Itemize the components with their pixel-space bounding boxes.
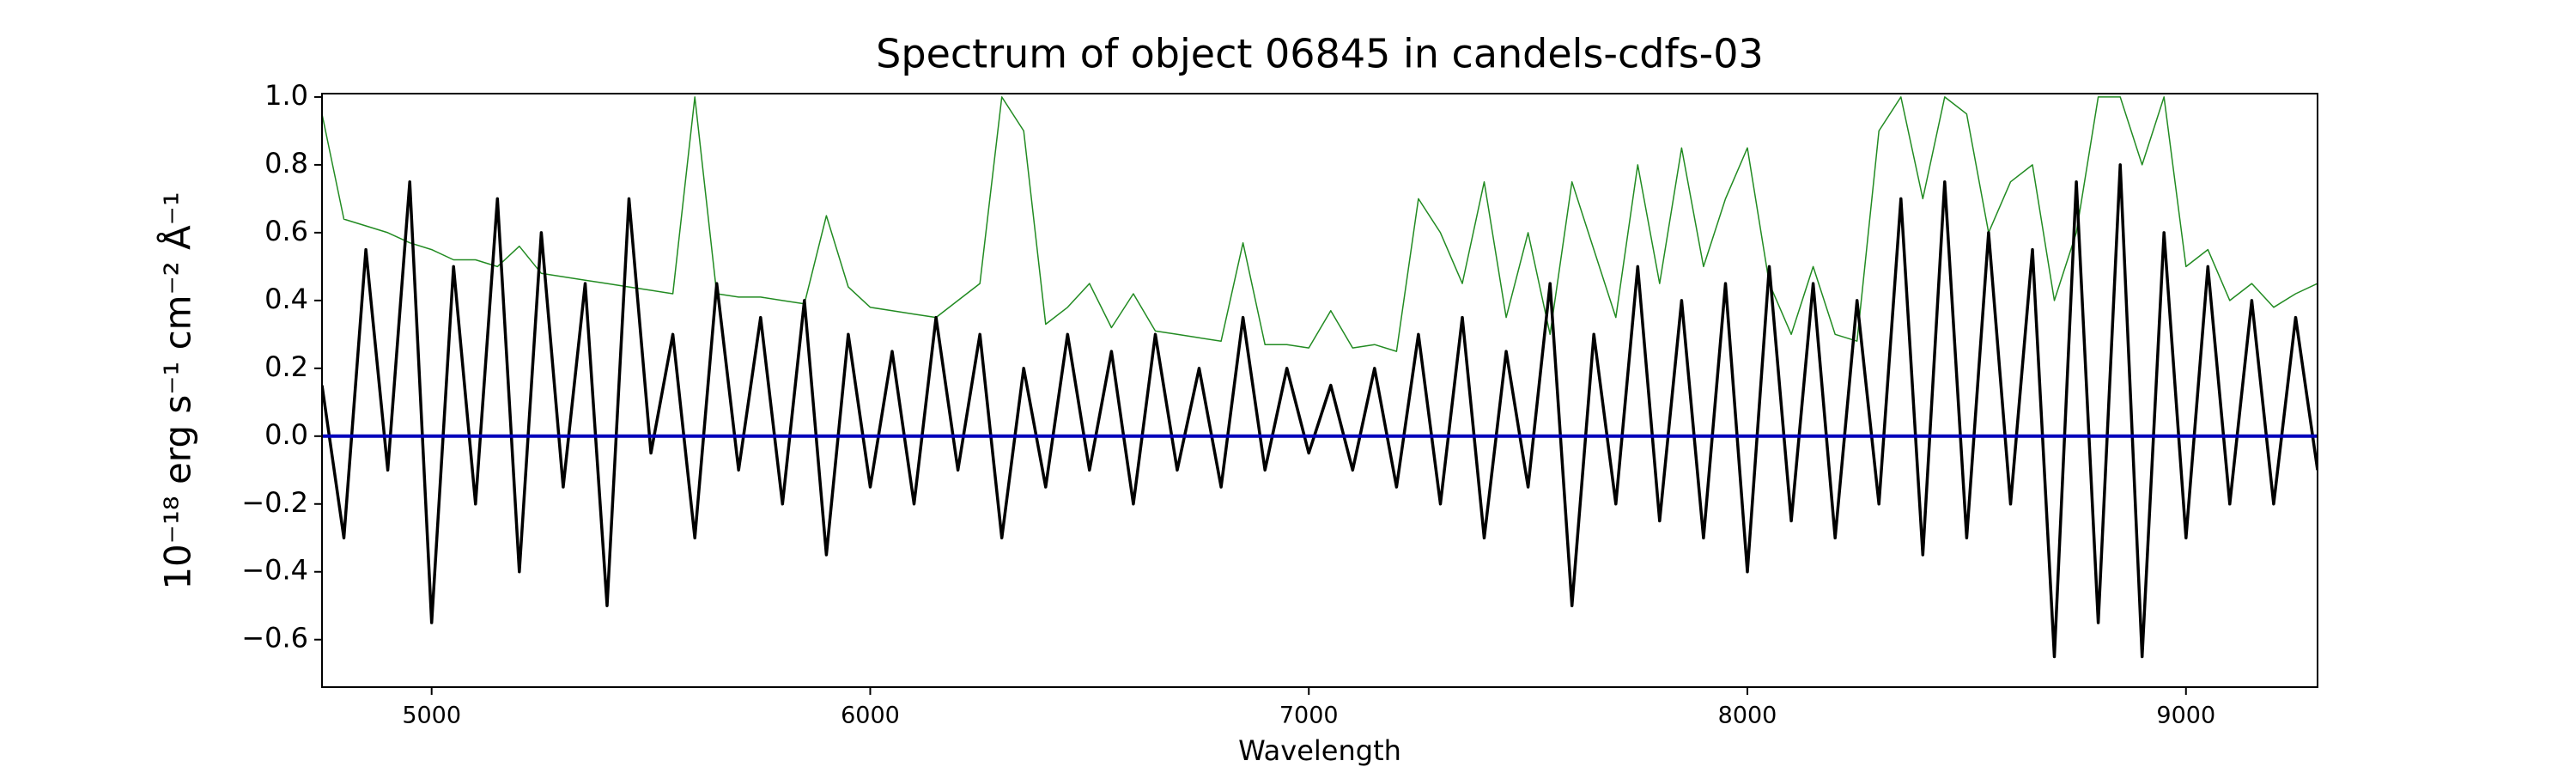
x-tick-label: 9000: [2156, 703, 2215, 729]
axes-frame: [321, 93, 2318, 688]
y-tick-label: 0.2: [264, 350, 308, 383]
y-axis-label: 10⁻¹⁸ erg s⁻¹ cm⁻² Å⁻¹: [156, 192, 199, 589]
x-tick-label: 8000: [1718, 703, 1777, 729]
y-tick-label: −0.2: [241, 486, 308, 519]
y-tick-label: 0.0: [264, 418, 308, 451]
x-tick-label: 5000: [402, 703, 461, 729]
y-tick-label: 0.4: [264, 283, 308, 315]
x-tick-label: 6000: [841, 703, 900, 729]
y-tick-label: −0.4: [241, 554, 308, 587]
y-tick-label: −0.6: [241, 622, 308, 654]
y-tick-label: 0.8: [264, 147, 308, 180]
y-tick-label: 1.0: [264, 79, 308, 112]
y-tick-label: 0.6: [264, 215, 308, 247]
x-tick-label: 7000: [1279, 703, 1339, 729]
chart-title: Spectrum of object 06845 in candels-cdfs…: [876, 31, 1764, 77]
plot-area: [322, 96, 2318, 659]
spectrum-line: [322, 96, 2318, 352]
x-axis-label: Wavelength: [1238, 734, 1401, 767]
spectrum-line: [322, 163, 2318, 659]
